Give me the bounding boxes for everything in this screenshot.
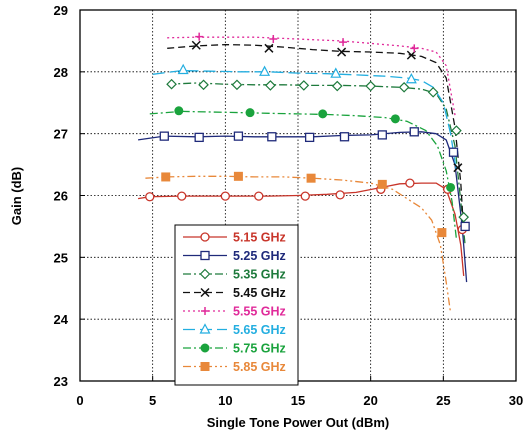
data-point — [195, 32, 204, 41]
data-point — [233, 171, 243, 181]
data-point — [199, 268, 211, 280]
data-point — [339, 38, 348, 47]
data-point — [337, 47, 347, 57]
legend-label: 5.75 GHz — [233, 342, 286, 356]
y-tick-label: 23 — [54, 374, 68, 389]
data-point — [365, 80, 377, 92]
data-point — [231, 79, 243, 91]
data-point — [201, 307, 209, 315]
series-lines — [137, 36, 468, 314]
legend-label: 5.65 GHz — [233, 323, 286, 337]
data-point — [194, 132, 204, 143]
data-point — [161, 172, 171, 182]
data-point — [318, 109, 328, 119]
legend-label: 5.85 GHz — [233, 360, 286, 374]
legend-label: 5.25 GHz — [233, 249, 286, 263]
legend-box — [174, 224, 299, 386]
series-line — [137, 182, 465, 276]
data-point — [377, 179, 387, 189]
data-point — [200, 287, 210, 298]
legend-label: 5.55 GHz — [233, 305, 286, 319]
data-point — [191, 40, 201, 50]
data-point — [269, 35, 278, 44]
data-point — [264, 43, 274, 53]
data-point — [339, 132, 350, 142]
data-point — [453, 163, 463, 173]
y-tick-label: 27 — [54, 127, 68, 142]
series-line — [167, 82, 466, 246]
data-point — [410, 44, 419, 53]
series-markers — [145, 32, 470, 238]
y-tick-label: 24 — [54, 312, 69, 327]
legend: 5.15 GHz 5.25 GHz 5.35 GHz 5.45 GHz 5.55 GHz… — [174, 224, 299, 386]
y-tick-label: 28 — [54, 65, 68, 80]
data-point — [220, 191, 230, 201]
data-point — [200, 343, 210, 353]
data-point — [405, 178, 415, 188]
data-point — [335, 190, 345, 200]
data-point — [409, 127, 419, 137]
x-tick-label: 15 — [291, 393, 305, 408]
data-point — [406, 50, 416, 60]
data-point — [390, 114, 400, 124]
data-point — [304, 132, 315, 143]
series-line — [145, 175, 452, 314]
y-tick-label: 29 — [54, 3, 68, 18]
series-line — [152, 69, 458, 171]
data-point — [306, 173, 316, 183]
x-tick-label: 5 — [149, 393, 156, 408]
data-point — [200, 250, 210, 261]
data-point — [448, 147, 459, 157]
data-point — [300, 191, 310, 201]
data-point — [437, 228, 447, 238]
data-point — [460, 221, 470, 232]
data-point — [259, 65, 271, 76]
data-point — [174, 106, 184, 116]
data-point — [200, 362, 210, 371]
legend-label: 5.15 GHz — [233, 231, 286, 245]
data-point — [398, 81, 410, 93]
data-point — [159, 131, 169, 141]
data-point — [199, 323, 211, 334]
data-point — [200, 232, 210, 242]
x-tick-label: 20 — [363, 393, 377, 408]
data-point — [458, 211, 470, 223]
data-point — [198, 79, 209, 91]
x-tick-label: 0 — [76, 393, 83, 408]
series-line — [149, 110, 458, 239]
legend-label: 5.45 GHz — [233, 286, 286, 300]
series-line — [167, 43, 465, 233]
data-point — [446, 182, 456, 192]
data-point — [254, 191, 264, 201]
data-point — [298, 80, 310, 91]
data-point — [427, 86, 439, 98]
y-axis-label: Gain (dB) — [9, 167, 24, 226]
x-tick-label: 30 — [509, 393, 523, 408]
data-point — [331, 80, 343, 92]
data-point — [377, 130, 387, 140]
data-point — [451, 125, 462, 136]
y-tick-label: 26 — [54, 189, 68, 204]
legend-label: 5.35 GHz — [233, 268, 286, 282]
data-point — [330, 67, 342, 78]
data-point — [245, 108, 255, 118]
data-point — [145, 192, 155, 202]
data-point — [166, 78, 177, 90]
y-tick-label: 25 — [54, 250, 68, 265]
x-axis-label: Single Tone Power Out (dBm) — [207, 415, 389, 430]
data-point — [267, 132, 277, 142]
data-point — [177, 63, 189, 75]
data-point — [233, 131, 244, 141]
data-point — [405, 72, 417, 84]
data-point — [177, 191, 187, 201]
x-tick-label: 10 — [218, 393, 232, 408]
axis-ticks: 0 5 10 15 20 25 30 23 24 25 26 27 28 29 — [54, 3, 524, 408]
x-tick-label: 25 — [436, 393, 450, 408]
data-point — [265, 80, 276, 91]
